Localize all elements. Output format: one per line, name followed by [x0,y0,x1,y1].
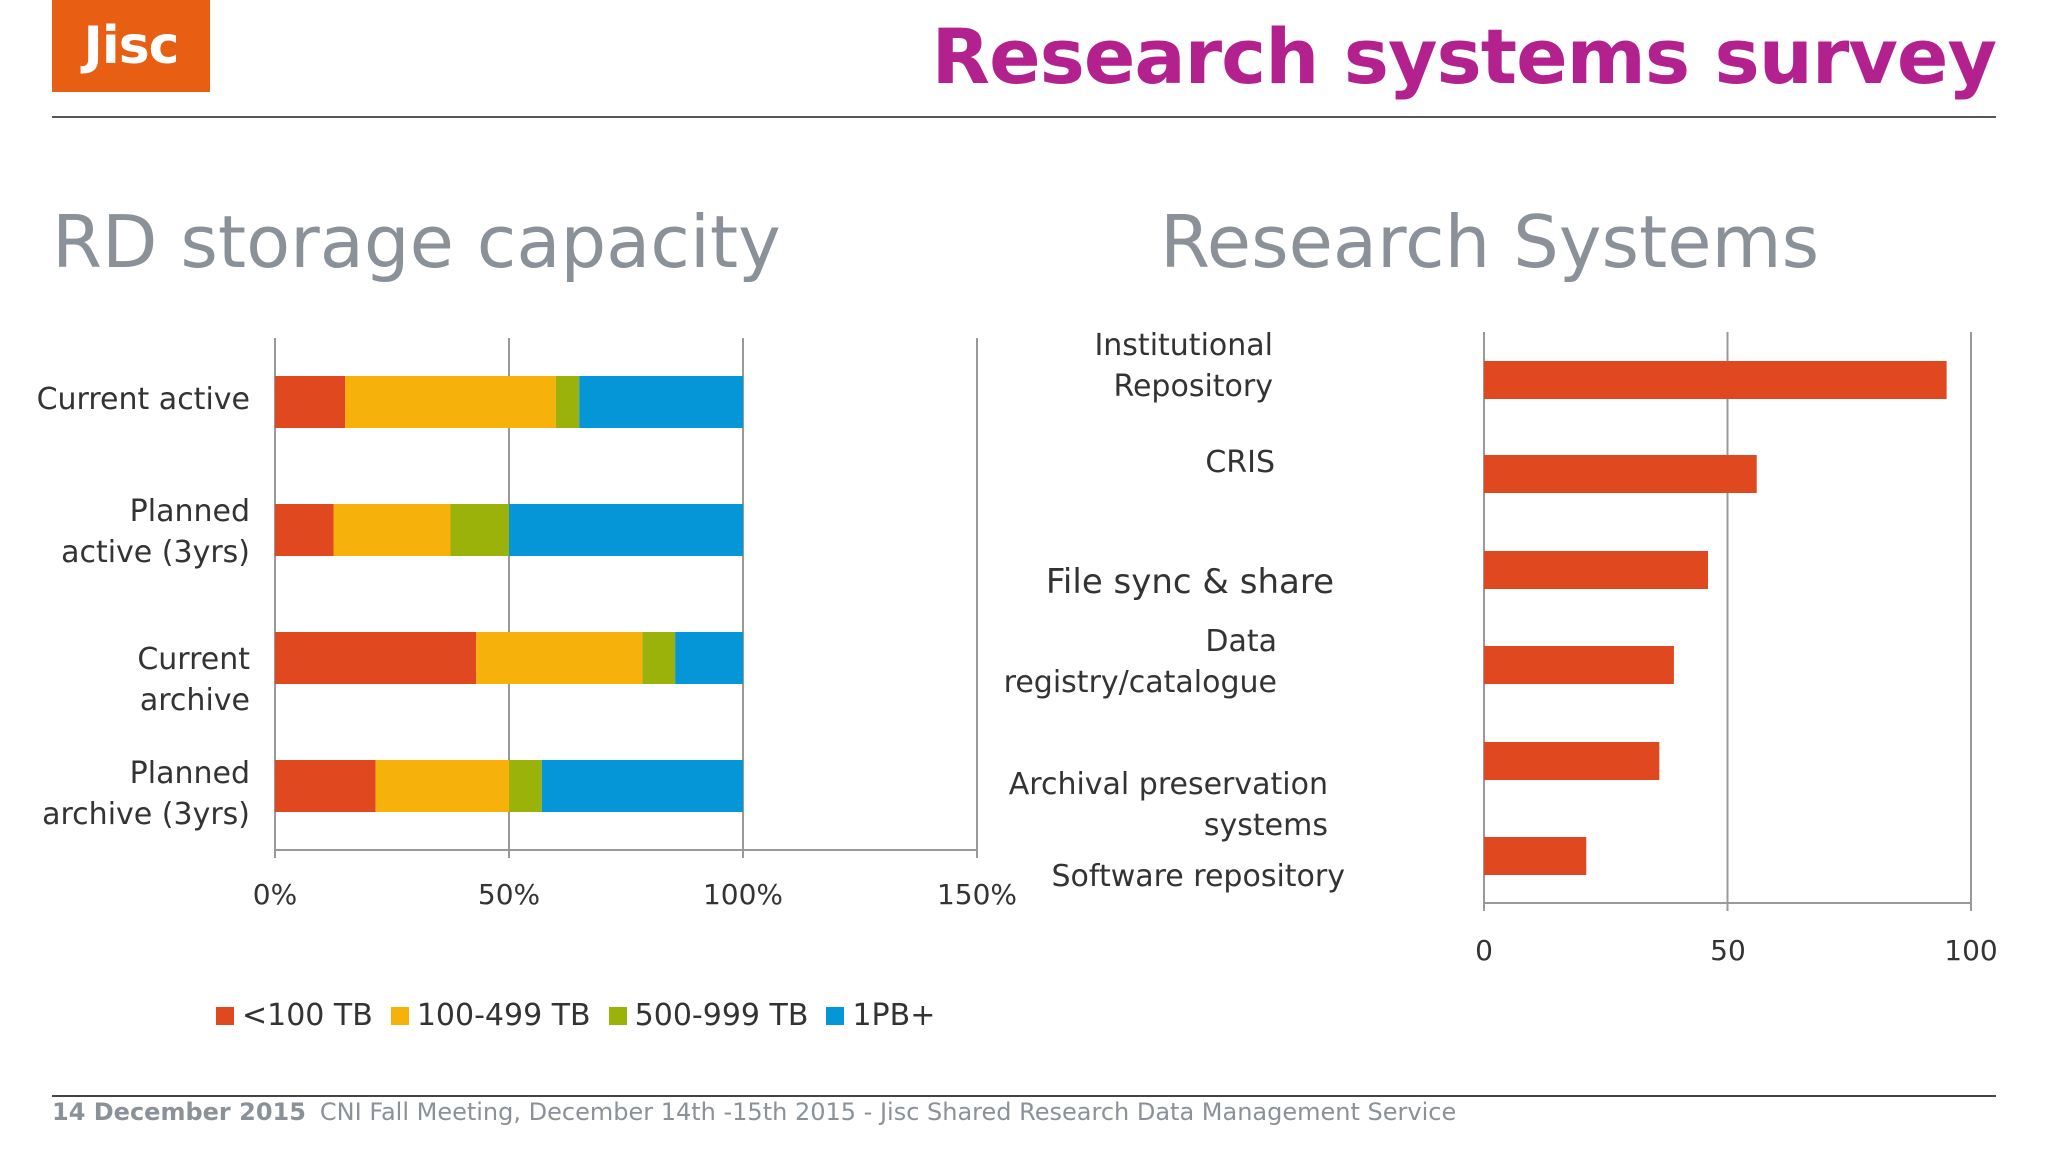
footer-date: 14 December 2015 [52,1098,306,1126]
systems-x-tick: 50 [1710,934,1746,967]
legend-swatch [826,1006,845,1025]
system-category-label: Software repository [1051,859,1345,894]
stacked-bar-segment [541,760,743,812]
systems-chart-title: Research Systems [1160,200,1820,284]
jisc-logo: Jisc [52,0,210,92]
storage-x-tick: 50% [477,878,541,911]
legend-item: 100-499 TB [390,998,591,1033]
legend-swatch [216,1006,234,1025]
stacked-bar-segment [375,760,509,812]
stacked-bar-segment [675,632,743,684]
stacked-bar-segment [476,632,643,684]
stacked-bar-segment [345,376,556,428]
stacked-bar-segment [275,504,334,556]
footer: 14 December 2015 CNI Fall Meeting, Decemb… [52,1098,1456,1126]
storage-legend: <100 TB 100-499 TB 500-999 TB 1PB+ [216,998,953,1033]
stacked-bar-segment [275,760,376,812]
legend-swatch [390,1006,409,1025]
storage-category-label: Current archive [137,642,250,718]
stacked-bar-segment [579,376,743,428]
storage-x-tick: 0% [252,878,298,911]
legend-item: <100 TB [216,998,373,1033]
storage-chart-title: RD storage capacity [52,200,781,284]
legend-item: 1PB+ [826,998,935,1033]
system-category-label: Archival preservation systems [1008,767,1328,843]
stacked-bar-segment [642,632,676,684]
bar [1484,551,1709,589]
stacked-bar-segment [275,376,346,428]
storage-category-label: Planned archive (3yrs) [42,756,250,832]
bar [1484,646,1674,684]
storage-x-tick: 100% [702,878,784,911]
logo-text: Jisc [83,16,180,76]
stacked-bar-segment [275,632,477,684]
footer-rule [52,1095,1996,1097]
page-title: Research systems survey [931,12,1997,101]
systems-x-tick: 0 [1475,934,1493,967]
system-category-label: Institutional Repository [1094,328,1273,404]
system-category-label: File sync & share [1045,562,1334,602]
system-category-label: CRIS [1205,445,1275,480]
stacked-bar-segment [450,504,509,556]
bar [1484,455,1757,493]
footer-text: CNI Fall Meeting, December 14th -15th 20… [319,1098,1457,1126]
storage-category-label: Planned active (3yrs) [61,494,250,570]
legend-item: 500-999 TB [608,998,808,1033]
storage-x-tick: 150% [936,878,1018,911]
bar [1484,361,1947,399]
stacked-bar-segment [333,504,451,556]
system-category-label: Data registry/catalogue [1003,624,1277,700]
stacked-bar-segment [509,504,743,556]
systems-x-tick: 100 [1944,934,1998,967]
stacked-bar-segment [509,760,542,812]
stacked-bar-segment [555,376,580,428]
legend-swatch [608,1006,627,1025]
bar [1484,837,1587,875]
storage-category-label: Current active [36,382,250,417]
header-rule [52,116,1996,118]
bar [1484,742,1660,780]
